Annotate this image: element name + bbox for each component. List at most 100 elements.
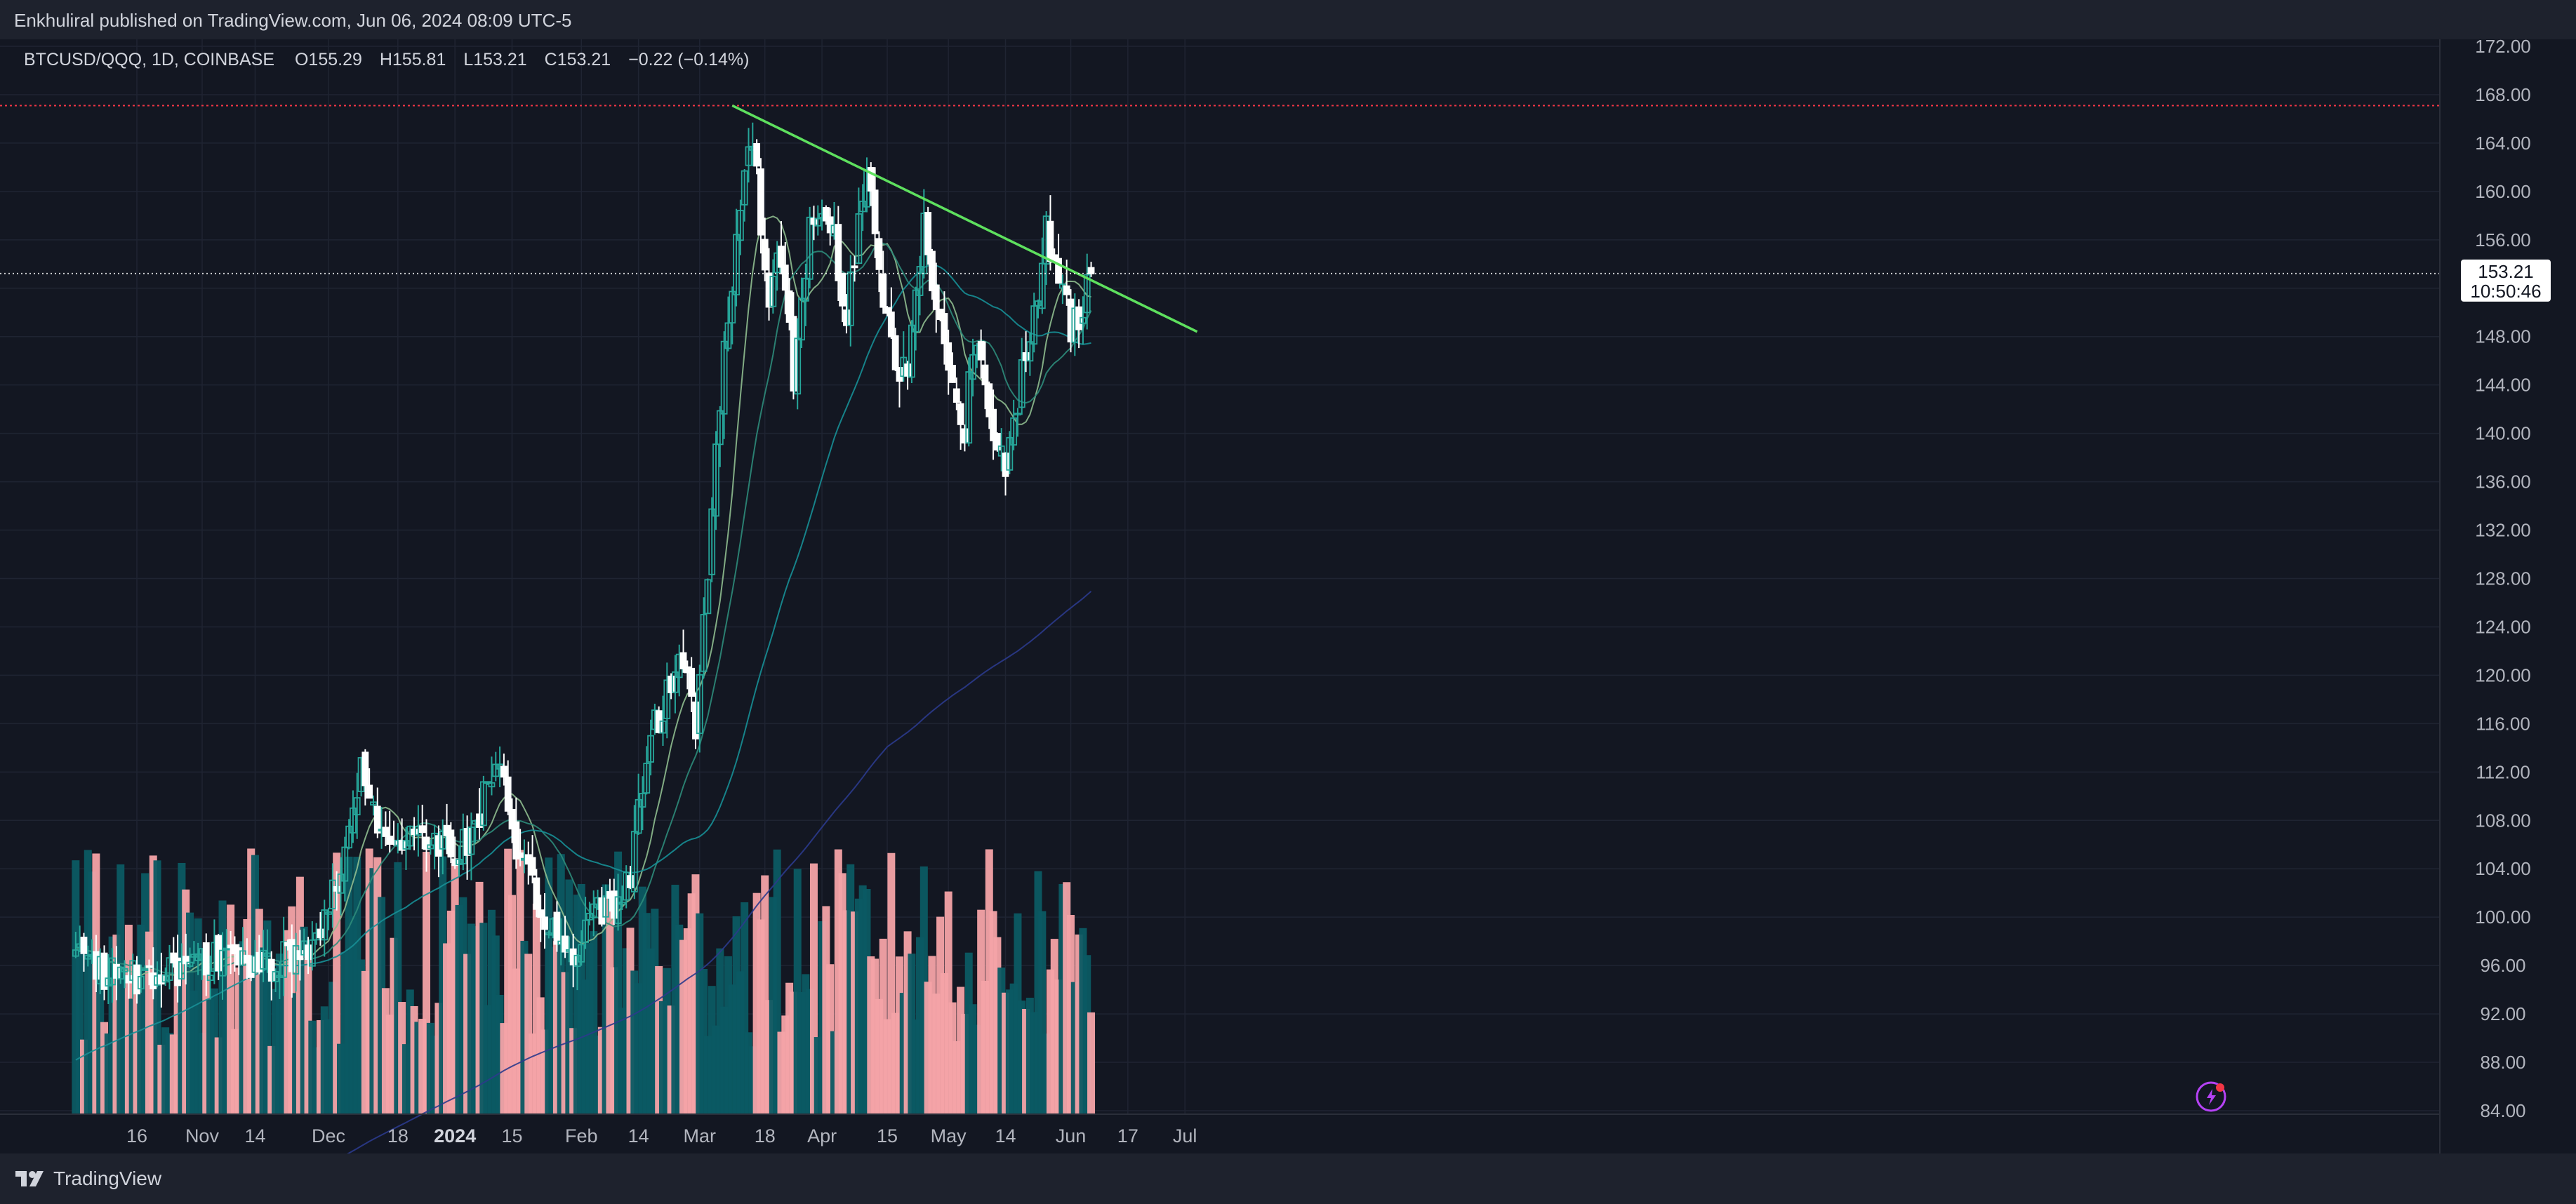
candle xyxy=(569,933,577,988)
volume-bar xyxy=(658,1001,667,1114)
candle-body xyxy=(798,297,805,341)
volume-bar xyxy=(1070,982,1079,1114)
candle-body xyxy=(541,916,548,930)
candle xyxy=(790,292,797,400)
candle xyxy=(586,902,593,925)
candle xyxy=(72,932,79,958)
candle-body xyxy=(847,271,854,326)
volume-bar xyxy=(104,1033,112,1114)
volume-bar xyxy=(133,968,141,1114)
candle xyxy=(945,329,952,395)
candle-body xyxy=(704,579,712,615)
legend-symbol: BTCUSD/QQQ, 1D, COINBASE xyxy=(24,50,274,69)
candle xyxy=(981,341,989,410)
volume-bar xyxy=(540,1029,549,1114)
candle-body xyxy=(100,952,108,990)
candle xyxy=(932,262,940,333)
candle-body xyxy=(272,971,279,982)
candle-body xyxy=(235,947,243,966)
candle xyxy=(871,167,879,259)
volume-bar xyxy=(373,857,382,1114)
candle xyxy=(1067,289,1075,353)
volume-bar xyxy=(1042,1034,1051,1114)
candle-body xyxy=(785,290,793,323)
volume-bar xyxy=(838,873,847,1114)
alert-icon[interactable] xyxy=(2196,1081,2226,1112)
candle xyxy=(267,951,275,1001)
volume-bar xyxy=(524,954,533,1114)
trendline[interactable] xyxy=(731,104,1198,333)
candle-body xyxy=(194,953,202,961)
candle-body xyxy=(643,763,651,794)
candle-body xyxy=(794,337,802,395)
candle-body xyxy=(345,825,353,849)
volume-bar xyxy=(504,848,512,1114)
volume-bar xyxy=(337,1043,345,1114)
candle-body xyxy=(875,238,883,270)
volume-bar xyxy=(712,1025,720,1114)
candle-body xyxy=(113,963,120,979)
volume-bar xyxy=(1063,882,1071,1114)
candle xyxy=(1010,399,1018,450)
volume-bar xyxy=(1054,979,1063,1114)
candle-body xyxy=(435,835,442,857)
volume-bar xyxy=(475,881,484,1114)
candle xyxy=(321,899,328,957)
candle-body xyxy=(406,825,414,847)
candle xyxy=(990,389,997,460)
candle xyxy=(884,306,891,316)
price-chart[interactable]: 172.00168.00164.00160.00156.00152.00148.… xyxy=(0,0,2576,1153)
volume-bar xyxy=(218,900,227,1114)
volume-bar xyxy=(263,920,272,1114)
volume-bar xyxy=(467,923,475,1114)
volume-bar xyxy=(345,856,353,1114)
candle-body xyxy=(219,949,226,977)
volume-bar xyxy=(671,885,679,1114)
volume-bar xyxy=(272,989,280,1114)
volume-bar xyxy=(247,848,255,1114)
volume-bar xyxy=(708,986,716,1114)
candle xyxy=(847,255,854,347)
candle-body xyxy=(635,798,642,834)
candle xyxy=(929,248,936,300)
candle-body xyxy=(223,947,230,951)
candle-body xyxy=(867,166,875,192)
volume-bar xyxy=(973,1024,981,1114)
candle-body xyxy=(105,977,112,986)
volume-bar xyxy=(814,1037,822,1114)
tradingview-brand[interactable]: TradingView xyxy=(15,1168,161,1190)
candle xyxy=(778,221,785,275)
candle-body xyxy=(1014,413,1021,416)
candle xyxy=(957,401,964,450)
candle xyxy=(835,206,842,301)
x-axis[interactable]: 16 Nov 14 Dec 18 2024 15 Feb 14 Mar 18 Apr 15 May 14 Ju… xyxy=(126,1125,1197,1146)
y-axis[interactable]: 172.00168.00164.00160.00156.00152.00148.… xyxy=(2475,36,2531,1121)
volume-bar xyxy=(618,1008,626,1114)
volume-bar xyxy=(960,1014,969,1114)
candle-body xyxy=(402,840,410,850)
volume-bar xyxy=(602,884,610,1114)
candle-body xyxy=(476,813,483,828)
candle xyxy=(427,839,434,855)
candle-body xyxy=(679,652,687,669)
candle-body xyxy=(382,827,390,837)
candle xyxy=(720,331,728,439)
volume-bar xyxy=(406,989,414,1114)
candle xyxy=(806,206,814,289)
legend-close: C153.21 xyxy=(545,50,611,69)
candle-body xyxy=(545,932,552,936)
candle-body xyxy=(1055,257,1062,284)
candle xyxy=(456,845,463,876)
candle-body xyxy=(537,909,545,918)
candle xyxy=(182,933,190,985)
volume-bar xyxy=(357,959,366,1114)
candle xyxy=(912,286,919,351)
volume-bar xyxy=(569,1028,578,1114)
x-tick-label: 18 xyxy=(755,1125,776,1146)
candle xyxy=(439,819,446,875)
candle-body xyxy=(280,941,288,978)
candle xyxy=(333,871,340,911)
candle xyxy=(822,205,830,225)
candle-body xyxy=(904,363,911,377)
x-tick-label: Mar xyxy=(684,1125,717,1146)
